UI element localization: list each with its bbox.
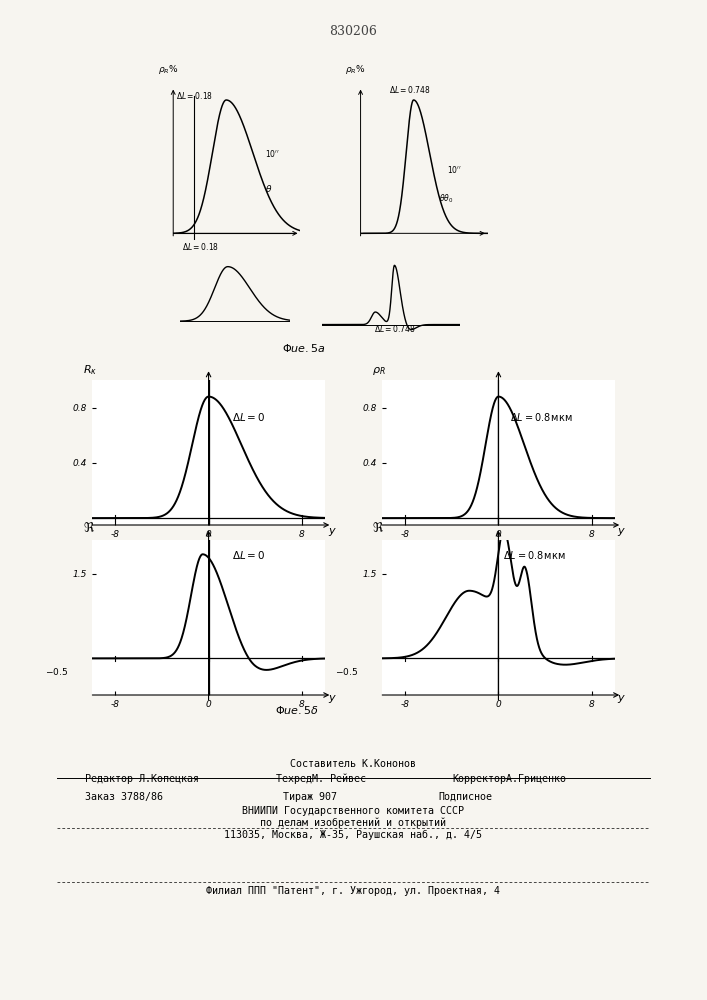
- Text: Подписное: Подписное: [438, 792, 492, 802]
- Text: $\Delta L=0.18$: $\Delta L=0.18$: [182, 241, 220, 252]
- Text: $\theta$: $\theta$: [265, 183, 272, 194]
- Text: $y$: $y$: [327, 526, 337, 538]
- Text: $\Re$: $\Re$: [83, 521, 95, 535]
- Text: $\Delta L=0$: $\Delta L=0$: [232, 549, 265, 561]
- Text: $\rho_R$: $\rho_R$: [373, 365, 386, 377]
- Text: ВНИИПИ Государственного комитета СССР: ВНИИПИ Государственного комитета СССР: [243, 806, 464, 816]
- Text: 830206: 830206: [329, 25, 378, 38]
- Text: Редактор Л.Копецкая: Редактор Л.Копецкая: [85, 774, 199, 784]
- Text: $y$: $y$: [617, 526, 626, 538]
- Text: 113035, Москва, Ж-35, Раушская наб., д. 4/5: 113035, Москва, Ж-35, Раушская наб., д. …: [225, 830, 482, 840]
- Text: $\Delta L=0.18$: $\Delta L=0.18$: [176, 90, 213, 101]
- Text: Филиал ППП "Патент", г. Ужгород, ул. Проектная, 4: Филиал ППП "Патент", г. Ужгород, ул. Про…: [206, 886, 501, 896]
- Text: $\rho_R\%$: $\rho_R\%$: [158, 63, 178, 76]
- Text: $\Delta L=0.748$: $\Delta L=0.748$: [389, 84, 430, 95]
- Text: $R_\kappa$: $R_\kappa$: [83, 363, 97, 377]
- Text: $\Delta L=0.748$: $\Delta L=0.748$: [374, 323, 416, 334]
- Text: $\Delta L=0.8\,\mathrm{мкм}$: $\Delta L=0.8\,\mathrm{мкм}$: [510, 411, 573, 423]
- Text: ТехредМ. Рейвес: ТехредМ. Рейвес: [276, 774, 366, 784]
- Text: $\rho_R\%$: $\rho_R\%$: [345, 63, 366, 76]
- Text: КорректорА.Гриценко: КорректорА.Гриценко: [452, 774, 566, 784]
- Text: $y$: $y$: [617, 693, 626, 705]
- Text: $\Delta L=0$: $\Delta L=0$: [232, 411, 265, 423]
- Text: Составитель К.Кононов: Составитель К.Кононов: [291, 759, 416, 769]
- Text: $-0.5$: $-0.5$: [335, 666, 358, 677]
- Text: $y$: $y$: [327, 693, 337, 705]
- Text: $10^{\prime\prime}$: $10^{\prime\prime}$: [265, 148, 279, 159]
- Text: $\Delta L=0.8\,\mathrm{мкм}$: $\Delta L=0.8\,\mathrm{мкм}$: [503, 549, 566, 561]
- Text: $\theta\theta_0$: $\theta\theta_0$: [440, 193, 454, 205]
- Text: по делам изобретений и открытий: по делам изобретений и открытий: [260, 818, 447, 828]
- Text: $\Re$: $\Re$: [373, 521, 385, 535]
- Text: $-0.5$: $-0.5$: [45, 666, 69, 677]
- Text: $\Phi ue.5\delta$: $\Phi ue.5\delta$: [275, 704, 319, 716]
- Text: $10^{\prime\prime}$: $10^{\prime\prime}$: [447, 164, 462, 175]
- Text: $\Phi ue.5a$: $\Phi ue.5a$: [282, 342, 326, 354]
- Text: Заказ 3788/86: Заказ 3788/86: [85, 792, 163, 802]
- Text: Тираж 907: Тираж 907: [283, 792, 337, 802]
